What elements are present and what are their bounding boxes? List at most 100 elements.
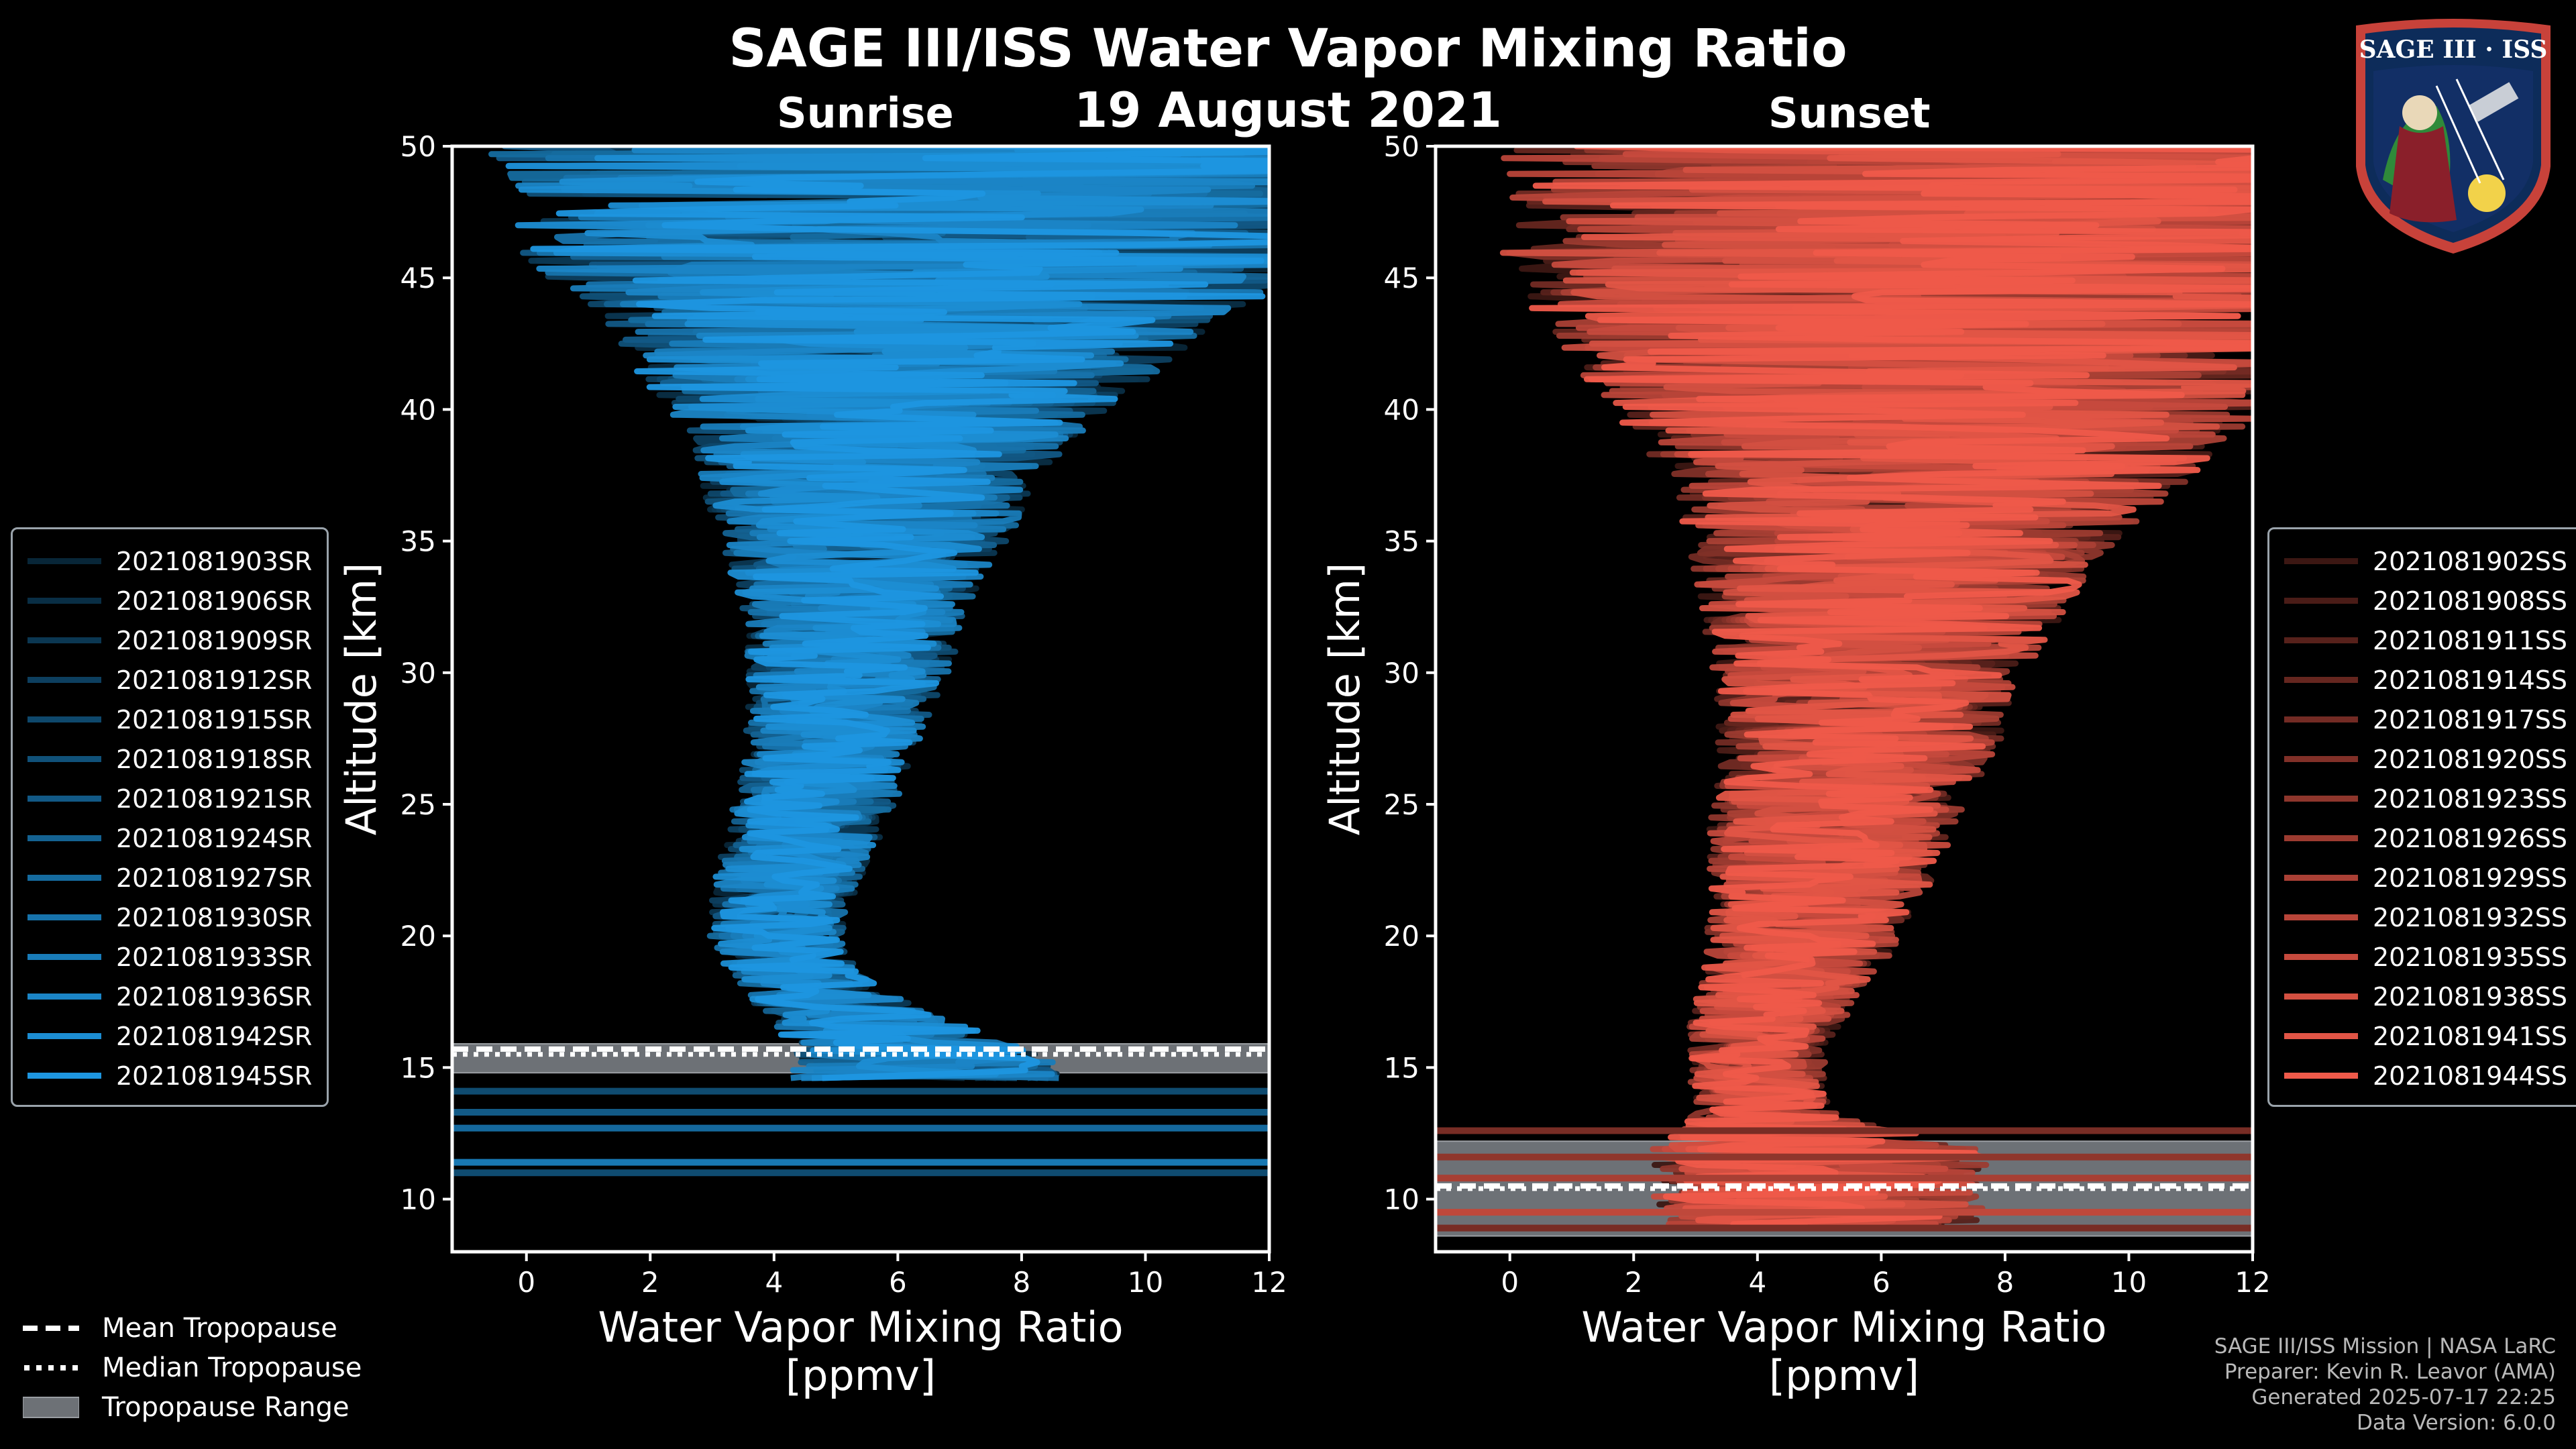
sunset-legend-swatch: [2284, 954, 2358, 960]
sunrise-legend-label: 2021081921SR: [116, 784, 313, 814]
sunrise-legend-swatch: [28, 598, 101, 604]
sunrise-y-tick-label: 20: [400, 920, 436, 953]
sunset-x-tick-label: 12: [2235, 1266, 2270, 1299]
sunrise-legend-swatch: [28, 835, 101, 841]
sunrise-legend-label: 2021081912SR: [116, 665, 313, 695]
sunrise-x-tick-label: 10: [1128, 1266, 1163, 1299]
sunset-legend-swatch: [2284, 756, 2358, 762]
sunset-legend-swatch: [2284, 994, 2358, 1000]
sunset-legend-item: 2021081917SS: [2284, 700, 2567, 739]
sunset-legend-label: 2021081944SS: [2373, 1061, 2568, 1091]
sunrise-legend-swatch: [28, 875, 101, 881]
sunset-ylabel: Altitude [km]: [1320, 563, 1369, 836]
dotted-line-icon: [24, 1364, 79, 1371]
sunset-tropopause-lines: [1436, 1183, 2253, 1191]
sunset-legend-item: 2021081902SS: [2284, 541, 2567, 581]
sunset-legend-swatch: [2284, 637, 2358, 643]
sunset-legend-swatch: [2284, 716, 2358, 722]
sunset-legend-item: 2021081935SS: [2284, 937, 2567, 977]
sunrise-legend-label: 2021081903SR: [116, 546, 313, 576]
sunset-y-tick-label: 15: [1384, 1051, 1419, 1084]
footer-mission: SAGE III/ISS Mission | NASA LaRC: [2214, 1334, 2556, 1358]
sunset-legend-label: 2021081938SS: [2373, 981, 2568, 1012]
sunrise-x-tick-label: 2: [641, 1266, 659, 1299]
sunset-profiles: [1436, 146, 2253, 1232]
sunset-legend-item: 2021081938SS: [2284, 977, 2567, 1016]
sunset-subtitle: Sunset: [1768, 89, 1931, 138]
sunrise-legend-label: 2021081930SR: [116, 902, 313, 932]
sunrise-legend-label: 2021081942SR: [116, 1021, 313, 1051]
sunset-y-tick-label: 35: [1384, 525, 1419, 558]
sunset-legend-item: 2021081911SS: [2284, 621, 2567, 660]
sunrise-legend-item: 2021081930SR: [28, 898, 312, 937]
sunset-legend-item: 2021081932SS: [2284, 898, 2567, 937]
sunset-legend-label: 2021081926SS: [2373, 823, 2568, 853]
legend-label-median: Median Tropopause: [102, 1352, 362, 1383]
sunrise-legend-swatch: [28, 558, 101, 564]
sunrise-legend-label: 2021081906SR: [116, 586, 313, 616]
sunset-legend-label: 2021081911SS: [2373, 625, 2568, 655]
footer-version: Data Version: 6.0.0: [2356, 1411, 2556, 1435]
sunrise-xlabel-line1: Water Vapor Mixing Ratio: [598, 1303, 1123, 1352]
sunset-x-tick-label: 0: [1501, 1266, 1519, 1299]
sunset-legend-item: 2021081908SS: [2284, 581, 2567, 621]
sunset-legend-label: 2021081908SS: [2373, 586, 2568, 616]
sunset-xlabel-line2: [ppmv]: [1769, 1351, 1919, 1400]
legend-item-mean: Mean Tropopause: [23, 1308, 362, 1348]
sunset-legend: 2021081902SS 2021081908SS 2021081911SS 2021…: [2267, 527, 2576, 1107]
sunrise-legend-item: 2021081927SR: [28, 858, 312, 898]
footer-credits: SAGE III/ISS Mission | NASA LaRC Prepare…: [2214, 1334, 2556, 1436]
range-fill-icon: [23, 1396, 79, 1418]
sunrise-legend-item: 2021081945SR: [28, 1056, 312, 1095]
sunset-y-tick-label: 30: [1384, 657, 1419, 690]
sunrise-ylabel: Altitude [km]: [337, 563, 386, 836]
sunset-legend-swatch: [2284, 558, 2358, 564]
sunrise-legend-label: 2021081945SR: [116, 1061, 313, 1091]
sunset-y-tick-label: 50: [1384, 130, 1419, 163]
footer-preparer: Preparer: Kevin R. Leavor (AMA): [2224, 1360, 2556, 1384]
sunset-panel: 0 2 4 6 8 10 12 10 15 20 25 30 35 40 45 50 Water Vapor…: [1320, 130, 2271, 1400]
sunrise-y-tick-label: 40: [400, 393, 436, 426]
sunset-legend-label: 2021081902SS: [2373, 546, 2568, 576]
sunrise-plot-frame: [450, 144, 1271, 1254]
sunrise-y-tick-label: 10: [400, 1183, 436, 1216]
sunset-legend-swatch: [2284, 796, 2358, 802]
sunrise-y-tick-label: 45: [400, 262, 436, 294]
sunset-y-ticks: 10 15 20 25 30 35 40 45 50: [1384, 130, 1436, 1216]
sunset-legend-label: 2021081935SS: [2373, 942, 2568, 972]
sunset-legend-label: 2021081920SS: [2373, 744, 2568, 774]
sunrise-legend-item: 2021081915SR: [28, 700, 312, 739]
sunrise-xlabel-line2: [ppmv]: [786, 1351, 936, 1400]
dashed-line-icon: [23, 1325, 79, 1331]
footer-generated: Generated 2025-07-17 22:25: [2251, 1385, 2556, 1409]
sunrise-x-tick-label: 0: [517, 1266, 535, 1299]
sunset-legend-label: 2021081914SS: [2373, 665, 2568, 695]
sunset-xlabel-line1: Water Vapor Mixing Ratio: [1581, 1303, 2106, 1352]
sunrise-legend-swatch: [28, 1033, 101, 1039]
sunrise-y-tick-label: 30: [400, 657, 436, 690]
sunrise-legend-swatch: [28, 954, 101, 960]
sunrise-legend-swatch: [28, 756, 101, 762]
sunset-x-tick-label: 6: [1872, 1266, 1890, 1299]
sunrise-legend-swatch: [28, 914, 101, 920]
sunset-legend-label: 2021081941SS: [2373, 1021, 2568, 1051]
sunset-legend-item: 2021081944SS: [2284, 1056, 2567, 1095]
sunrise-legend-item: 2021081924SR: [28, 818, 312, 858]
sunset-legend-label: 2021081923SS: [2373, 784, 2568, 814]
legend-label-mean: Mean Tropopause: [102, 1312, 337, 1344]
sunrise-panel: 0 2 4 6 8 10 12 10 15 20 25 30 35 40 45 50 Water Vapor…: [337, 130, 1287, 1400]
sunrise-legend-item: 2021081906SR: [28, 581, 312, 621]
sunset-x-ticks: 0 2 4 6 8 10 12: [1501, 1252, 2271, 1299]
sunrise-legend-item: 2021081912SR: [28, 660, 312, 700]
sunrise-y-ticks: 10 15 20 25 30 35 40 45 50: [400, 130, 452, 1216]
sunrise-profiles: [452, 146, 1269, 1177]
sunrise-legend: 2021081903SR 2021081906SR 2021081909SR 2021…: [11, 527, 329, 1107]
sunrise-y-tick-label: 50: [400, 130, 436, 163]
tropopause-legend: Mean Tropopause Median Tropopause Tropop…: [23, 1308, 362, 1427]
sunrise-legend-item: 2021081909SR: [28, 621, 312, 660]
sunset-y-tick-label: 10: [1384, 1183, 1419, 1216]
sunset-legend-swatch: [2284, 1033, 2358, 1039]
sunrise-legend-label: 2021081924SR: [116, 823, 313, 853]
sunrise-tropopause-lines: [452, 1046, 1269, 1057]
sunset-y-tick-label: 45: [1384, 262, 1419, 294]
